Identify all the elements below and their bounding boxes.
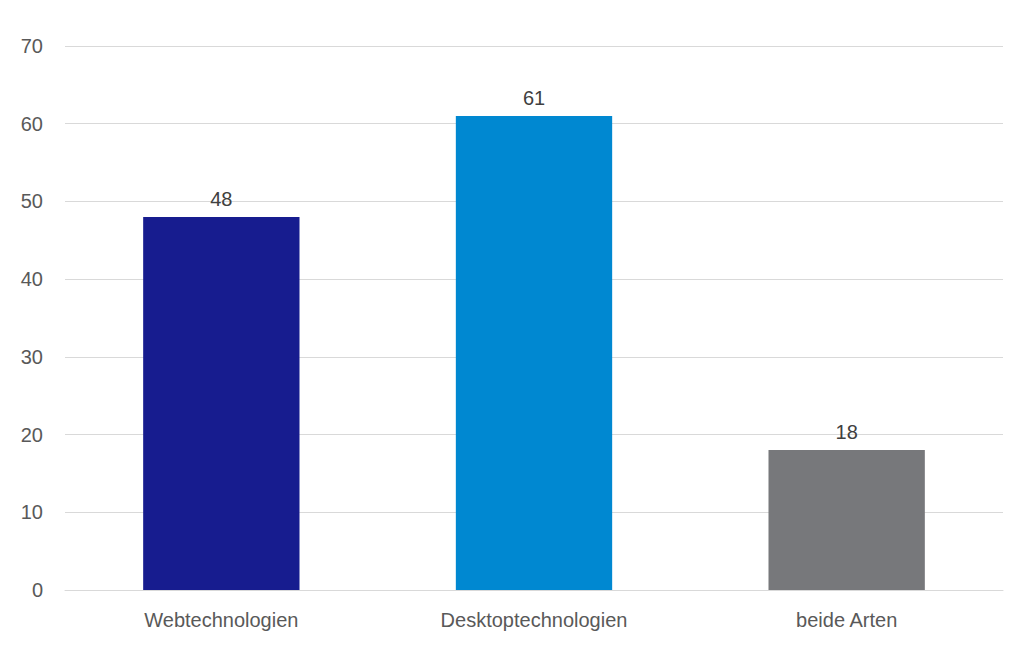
svg-text:70: 70 [21, 35, 43, 57]
svg-text:Desktoptechnologien: Desktoptechnologien [441, 609, 628, 631]
svg-text:0: 0 [32, 579, 43, 601]
svg-text:Webtechnologien: Webtechnologien [144, 609, 298, 631]
svg-text:18: 18 [836, 421, 858, 443]
svg-text:60: 60 [21, 113, 43, 135]
svg-text:20: 20 [21, 424, 43, 446]
svg-text:beide Arten: beide Arten [796, 609, 897, 631]
svg-text:40: 40 [21, 268, 43, 290]
svg-text:30: 30 [21, 346, 43, 368]
svg-text:61: 61 [523, 87, 545, 109]
svg-text:50: 50 [21, 190, 43, 212]
svg-text:10: 10 [21, 501, 43, 523]
svg-text:48: 48 [210, 188, 232, 210]
